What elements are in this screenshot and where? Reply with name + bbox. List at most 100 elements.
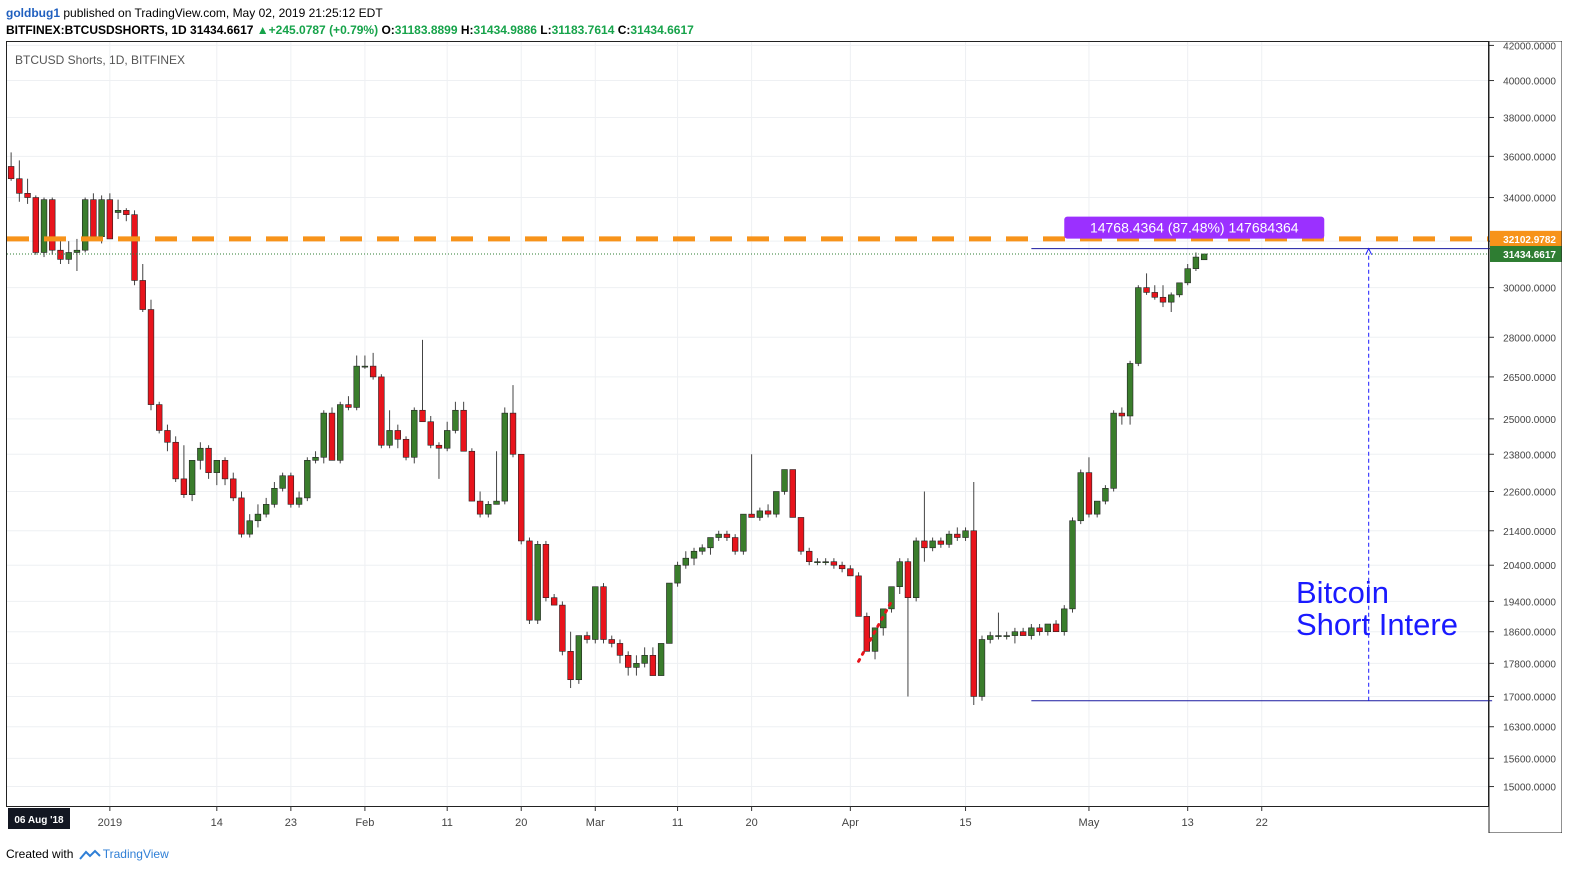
tradingview-link[interactable]: TradingView — [102, 847, 169, 861]
first-date-label: 06 Aug '18 — [14, 815, 64, 826]
candle-body — [295, 497, 303, 505]
candle-body — [1118, 412, 1126, 417]
candle-body — [740, 513, 747, 552]
y-tick-label: 15600.0000 — [1503, 754, 1556, 765]
plot-area[interactable] — [6, 41, 1489, 807]
candle-body — [114, 210, 122, 213]
published-text: published on TradingView.com, May 02, 20… — [63, 6, 383, 20]
candle-body — [756, 510, 764, 518]
candle-body — [1003, 635, 1010, 637]
candle-body — [715, 533, 722, 538]
candle-body — [534, 544, 541, 621]
candle-body — [830, 561, 838, 566]
y-tick-label: 28000.0000 — [1503, 333, 1556, 344]
candle-body — [937, 540, 945, 545]
candle-body — [814, 561, 821, 563]
candle-body — [945, 533, 953, 545]
candle-body — [328, 412, 336, 461]
candle-body — [32, 197, 39, 253]
candle-body — [509, 412, 517, 455]
candle-body — [49, 199, 56, 251]
candle-body — [542, 544, 550, 598]
y-tick-label: 42000.0000 — [1503, 41, 1556, 52]
x-tick-label: 20 — [515, 817, 527, 829]
candle-body — [246, 520, 253, 535]
last-price: 31434.6617 — [190, 23, 254, 37]
candle-body — [312, 456, 319, 461]
y-tick-label: 17000.0000 — [1503, 692, 1556, 703]
gridlines — [7, 42, 1488, 806]
open-label: O: — [381, 23, 395, 37]
candle-body — [550, 597, 558, 606]
candle-body — [567, 651, 574, 681]
candle-body — [476, 500, 484, 515]
measure-label-box[interactable] — [1064, 216, 1325, 239]
candle-body — [789, 469, 796, 518]
high-value: 31434.9886 — [473, 23, 537, 37]
candle-body — [929, 540, 936, 549]
candle-body — [888, 586, 895, 610]
x-tick-label: 13 — [1182, 817, 1194, 829]
x-tick-label: 14 — [211, 817, 223, 829]
annotation-line-2[interactable]: Short Intere — [1296, 607, 1458, 642]
candle-body — [402, 438, 410, 458]
candle-body — [723, 533, 731, 538]
candle-body — [1184, 268, 1191, 284]
candle-body — [230, 478, 237, 499]
candle-body — [600, 586, 607, 640]
candle-body — [608, 639, 615, 644]
close-value: 31434.6617 — [630, 23, 694, 37]
candle-body — [666, 582, 673, 644]
candle-body — [394, 430, 401, 440]
candle-body — [1011, 631, 1019, 636]
candle-body — [139, 280, 146, 310]
candle-body — [1094, 500, 1101, 515]
measure-tool[interactable]: 14768.4364 (87.48%) 147684364 — [1031, 216, 1493, 702]
y-tick-label: 15000.0000 — [1503, 783, 1556, 794]
candle-body — [493, 500, 500, 505]
chart-title: BTCUSD Shorts, 1D, BITFINEX — [15, 53, 185, 67]
symbol-name: BITFINEX:BTCUSDSHORTS, 1D — [6, 23, 187, 37]
created-with-text: Created with — [6, 847, 74, 861]
level-price-tag-label: 32102.9782 — [1503, 235, 1556, 246]
candlestick-chart[interactable]: 14768.4364 (87.48%) 147684364 15000.0000… — [6, 40, 1563, 834]
candle-body — [838, 564, 846, 570]
first-date-badge — [8, 808, 70, 829]
candle-body — [90, 199, 97, 237]
y-tick-label: 19400.0000 — [1503, 597, 1556, 608]
candle-body — [411, 409, 418, 458]
candle-body — [213, 460, 220, 473]
candle-body — [460, 409, 467, 452]
candle-body — [575, 635, 583, 681]
candle-body — [378, 376, 385, 446]
candle-body — [40, 199, 48, 253]
candle-body — [847, 568, 854, 577]
candle-body — [1110, 412, 1117, 489]
candle-body — [279, 475, 286, 489]
username-link[interactable]: goldbug1 — [6, 6, 60, 20]
annotation-line-1[interactable]: Bitcoin — [1296, 575, 1389, 610]
y-tick-label: 40000.0000 — [1503, 77, 1556, 88]
candle-body — [287, 475, 295, 505]
open-value: 31183.8899 — [394, 23, 458, 37]
price-axis[interactable]: 15000.0000 15600.0000 16300.0000 17000.0000… — [1489, 41, 1562, 794]
close-label: C: — [617, 23, 631, 37]
candle-body — [353, 365, 360, 408]
time-axis[interactable]: 2019 14 23 Feb 11 20 Mar 11 20 Apr 15 May 13 22 06 Aug… — [8, 806, 1268, 829]
candle-body — [361, 365, 369, 368]
candle-body — [674, 564, 681, 584]
candle-body — [7, 166, 15, 180]
candle-body — [156, 404, 163, 431]
last-price-tag-label: 31434.6617 — [1503, 250, 1556, 261]
candle-body — [164, 430, 171, 443]
x-tick-label: 15 — [959, 817, 971, 829]
candle-body — [616, 643, 624, 656]
y-tick-label: 30000.0000 — [1503, 284, 1556, 295]
candle-body — [633, 663, 640, 668]
candle-body — [262, 504, 270, 515]
chart-frame[interactable]: 14768.4364 (87.48%) 147684364 15000.0000… — [6, 40, 1563, 834]
level-price-tag[interactable] — [1490, 230, 1562, 247]
last-price-tag[interactable] — [1490, 245, 1562, 262]
candle-body — [526, 540, 533, 621]
candle-body — [649, 655, 657, 676]
